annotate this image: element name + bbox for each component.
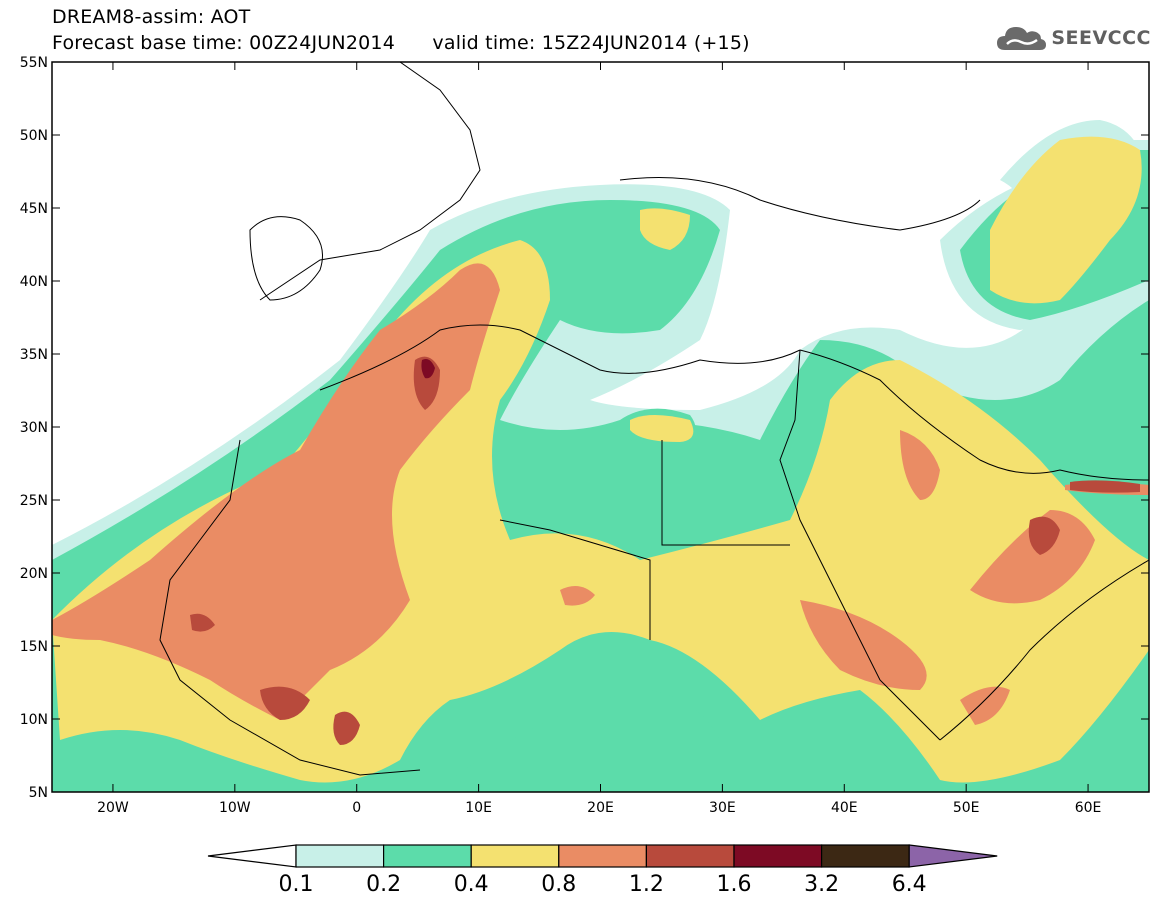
lon-label: 20E [587,800,614,816]
colorbar-box [383,844,472,868]
lat-label: 25N [20,493,48,509]
lon-label: 30E [709,800,736,816]
colorbar-label: 3.2 [804,872,839,897]
lon-label: 0 [352,800,361,816]
lon-label: 20W [97,800,129,816]
lat-label: 50N [20,128,48,144]
colorbar-label: 0.8 [541,872,576,897]
colorbar-box [295,844,385,868]
colorbar-box [820,844,910,868]
cloud-icon [997,27,1047,50]
colorbar-box [733,844,823,868]
longitude-axis: 20W 10W 0 10E 20E 30E 40E 50E 60E [97,62,1101,816]
colorbar-arrow-high [908,844,998,868]
colorbar-box [645,844,735,868]
colorbar-label: 0.2 [366,872,401,897]
lat-label: 5N [29,785,48,801]
latitude-axis: 55N 50N 45N 40N 35N 30N 25N 20N 15N 10N 5N [20,55,1149,801]
lon-label: 60E [1075,800,1102,816]
title-line-1: DREAM8-assim: AOT [52,6,251,28]
colorbar-label: 0.4 [454,872,489,897]
colorbar-label: 1.6 [717,872,752,897]
colorbar: 0.1 0.2 0.4 0.8 1.2 1.6 3.2 6.4 [207,844,998,897]
aot-band-0.8-1.2 [52,263,1149,725]
colorbar-box [470,844,560,868]
aot-field [52,120,1149,792]
lon-label: 50E [953,800,980,816]
lat-label: 35N [20,347,48,363]
colorbar-label: 0.1 [279,872,314,897]
lon-label: 40E [831,800,858,816]
aot-band-1.6-3.2 [421,359,435,379]
seevccc-logo: SEEVCCC [995,22,1151,54]
lat-label: 10N [20,712,48,728]
colorbar-arrow-low [207,844,297,868]
colorbar-label: 6.4 [892,872,927,897]
lat-label: 40N [20,274,48,290]
lat-label: 15N [20,639,48,655]
logo-text: SEEVCCC [1051,27,1151,49]
lat-label: 45N [20,201,48,217]
lat-label: 20N [20,566,48,582]
lon-label: 10W [219,800,251,816]
lat-label: 30N [20,420,48,436]
coastlines [159,62,1149,776]
title-line-2: Forecast base time: 00Z24JUN2014 valid t… [52,32,750,54]
lon-label: 10E [465,800,492,816]
colorbar-box [558,844,647,868]
colorbar-label: 1.2 [629,872,664,897]
lat-label: 55N [20,55,48,71]
